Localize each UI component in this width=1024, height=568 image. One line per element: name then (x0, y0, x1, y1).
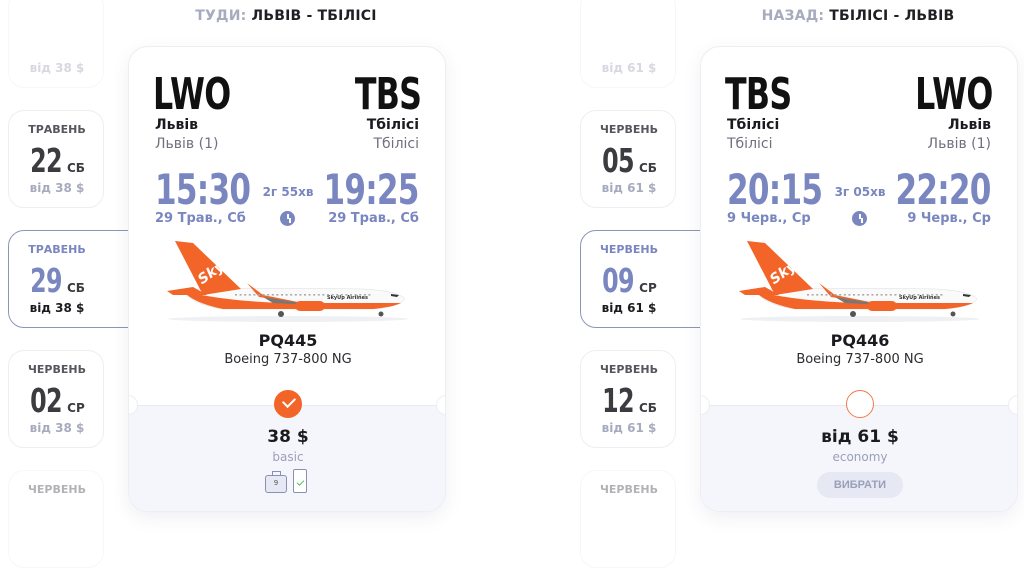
date-weekday: СБ (66, 161, 85, 175)
svg-text:SkyUp Airlines: SkyUp Airlines (327, 295, 368, 301)
date-price: від 38 $ (29, 61, 85, 75)
origin-code: LWO (153, 69, 231, 120)
destination-city: Тбілісі (366, 117, 419, 133)
airplane-image: SkyUp SkyUp Airlines (739, 241, 980, 322)
return-header: НАЗАД: ТБІЛІСІ - ЛЬВІВ (762, 8, 955, 24)
date-weekday: СБ (66, 281, 85, 295)
date-month: ЧЕРВЕНЬ (600, 243, 658, 256)
flight-number: PQ445 (258, 331, 318, 350)
date-card[interactable]: ТРАВЕНЬ 22 СБ від 38 $ (8, 110, 104, 208)
outbound-column: від 38 $ ТРАВЕНЬ 22 СБ від 38 $ ТРАВЕНЬ 2… (0, 0, 450, 568)
date-card[interactable]: від 38 $ (8, 0, 104, 88)
date-price: від 61 $ (601, 61, 657, 75)
return-column: від 61 $ ЧЕРВЕНЬ 05 СБ від 61 $ ЧЕРВЕНЬ 0… (572, 0, 1022, 568)
date-number: 22 (30, 141, 62, 180)
date-day: 09 СР (581, 261, 677, 300)
date-card[interactable]: від 61 $ (580, 0, 676, 88)
header-label: НАЗАД: (761, 8, 825, 24)
date-card[interactable]: ЧЕРВЕНЬ 02 СР від 38 $ (8, 350, 104, 448)
fare-price: 38 $ (267, 427, 309, 447)
date-weekday: СБ (638, 161, 657, 175)
date-weekday: СР (639, 281, 657, 295)
fare-class: basic (272, 450, 304, 464)
clock-icon (852, 211, 867, 226)
checkmark-icon[interactable] (274, 390, 302, 418)
date-card[interactable]: ЧЕРВЕНЬ (580, 470, 676, 568)
date-price: від 38 $ (29, 301, 85, 315)
date-month: ЧЕРВЕНЬ (28, 363, 86, 376)
svg-text:SkyUp Airlines: SkyUp Airlines (899, 295, 940, 301)
date-month: ТРАВЕНЬ (28, 123, 86, 136)
outbound-header: ТУДИ: ЛЬВІВ - ТБІЛІСІ (195, 8, 376, 24)
arrival-date: 29 Трав., Сб (328, 211, 419, 226)
date-number: 05 (602, 141, 634, 180)
header-route: ТБІЛІСІ - ЛЬВІВ (829, 8, 955, 24)
destination-city: Львів (948, 117, 991, 133)
flight-number: PQ446 (830, 331, 890, 350)
date-price: від 38 $ (29, 181, 85, 195)
date-month: ЧЕРВЕНЬ (600, 123, 658, 136)
date-day: 22 СБ (9, 141, 105, 180)
date-day: 12 СБ (581, 381, 677, 420)
suitcase-icon: 9 (265, 471, 287, 493)
arrival-time: 19:25 (323, 165, 420, 214)
date-card[interactable]: ЧЕРВЕНЬ 12 СБ від 61 $ (580, 350, 676, 448)
baggage-info: 9 (265, 469, 307, 493)
flight-card[interactable]: TBS LWO Тбілісі Львів Тбілісі Львів (1) … (700, 46, 1018, 512)
fare-price: від 61 $ (821, 427, 899, 447)
select-button[interactable]: ВИБРАТИ (817, 472, 903, 498)
departure-time: 20:15 (727, 165, 823, 214)
aircraft-model: Boeing 737-800 NG (224, 352, 352, 367)
date-day: 05 СБ (581, 141, 677, 180)
document-check-icon (293, 469, 307, 493)
date-price: від 61 $ (601, 181, 657, 195)
date-month: ЧЕРВЕНЬ (600, 363, 658, 376)
airplane: SkyUp SkyUp Airlines (163, 239, 413, 325)
aircraft-model: Boeing 737-800 NG (796, 352, 924, 367)
date-number: 02 (30, 381, 63, 420)
date-month: ТРАВЕНЬ (28, 243, 86, 256)
fare-section (129, 405, 445, 511)
arrival-time: 22:20 (895, 165, 992, 214)
date-price: від 61 $ (601, 301, 657, 315)
header-route: ЛЬВІВ - ТБІЛІСІ (251, 8, 377, 24)
destination-code: TBS (354, 69, 422, 120)
date-weekday: СР (67, 401, 85, 415)
fare-class: economy (832, 450, 888, 464)
origin-code: TBS (725, 69, 792, 120)
origin-city: Львів (155, 117, 198, 133)
date-card[interactable]: ЧЕРВЕНЬ 05 СБ від 61 $ (580, 110, 676, 208)
date-number: 12 (602, 381, 634, 420)
date-number: 29 (30, 261, 62, 300)
departure-date: 9 Черв., Ср (727, 211, 811, 226)
departure-time: 15:30 (155, 165, 251, 214)
destination-airport: Тбілісі (373, 136, 420, 152)
date-month: ЧЕРВЕНЬ (600, 483, 658, 496)
date-price: від 38 $ (29, 421, 85, 435)
departure-date: 29 Трав., Сб (155, 211, 246, 226)
destination-code: LWO (915, 69, 994, 120)
date-month: ЧЕРВЕНЬ (28, 483, 86, 496)
date-number: 09 (602, 261, 635, 300)
date-card[interactable]: ЧЕРВЕНЬ (8, 470, 104, 568)
date-card-selected[interactable]: ТРАВЕНЬ 29 СБ від 38 $ (8, 230, 148, 328)
date-price: від 61 $ (601, 421, 657, 435)
origin-airport: Львів (1) (155, 136, 219, 152)
destination-airport: Львів (1) (927, 136, 991, 152)
date-weekday: СБ (638, 401, 657, 415)
origin-airport: Тбілісі (727, 136, 773, 152)
origin-city: Тбілісі (727, 117, 780, 133)
date-day: 02 СР (9, 381, 105, 420)
date-day: 29 СБ (9, 261, 105, 300)
flight-duration: 2г 55хв (262, 185, 314, 199)
airplane-image: SkyUp SkyUp Airlines (167, 241, 408, 322)
select-radio[interactable] (846, 390, 874, 418)
airplane: SkyUp SkyUp Airlines (735, 239, 985, 325)
flight-card[interactable]: LWO TBS Львів Тбілісі Львів (1) Тбілісі … (128, 46, 446, 512)
arrival-date: 9 Черв., Ср (907, 211, 991, 226)
flight-duration: 3г 05хв (834, 185, 886, 199)
date-card-selected[interactable]: ЧЕРВЕНЬ 09 СР від 61 $ (580, 230, 720, 328)
header-label: ТУДИ: (195, 8, 247, 24)
clock-icon (280, 211, 295, 226)
